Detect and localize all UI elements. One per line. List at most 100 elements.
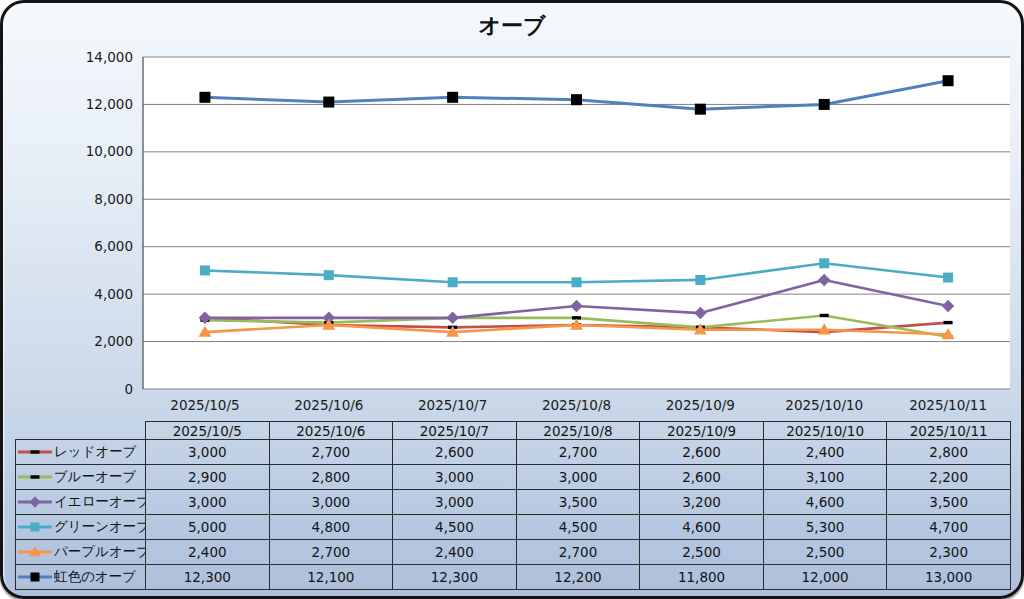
table-cell-value: 5,300 [763, 515, 887, 540]
series-label: パープルオーブ [54, 543, 146, 561]
table-cell-value: 4,500 [393, 515, 517, 540]
table-cell-value: 2,300 [887, 540, 1011, 565]
table-cell-value: 2,700 [269, 440, 393, 465]
series-label-cell: グリーンオーブ [16, 515, 146, 540]
table-cell-value: 3,000 [516, 465, 640, 490]
table-cell-value: 12,100 [269, 565, 393, 590]
table-cell-value: 3,000 [269, 490, 393, 515]
marker-square [323, 97, 334, 108]
marker-dash [31, 475, 40, 478]
table-cell-value: 3,500 [516, 490, 640, 515]
marker-square [943, 75, 954, 86]
table-cell-value: 2,400 [393, 540, 517, 565]
table-cell-value: 12,300 [146, 565, 270, 590]
table-header-date: 2025/10/8 [516, 422, 640, 440]
plot-background [143, 57, 1010, 389]
marker-square [819, 99, 830, 110]
table-cell-value: 3,200 [640, 490, 764, 515]
marker-dash [820, 314, 829, 317]
table-row: グリーンオーブ5,0004,8004,5004,5004,6005,3004,7… [16, 515, 1011, 540]
series-label: レッドオーブ [54, 443, 137, 461]
legend-key-icon [17, 445, 53, 459]
series-label: イエローオーブ [54, 493, 146, 511]
table-cell-value: 2,600 [393, 440, 517, 465]
table-cell-value: 3,100 [763, 465, 887, 490]
table-cell-value: 4,800 [269, 515, 393, 540]
table-header-date: 2025/10/6 [269, 422, 393, 440]
table-corner-blank [16, 422, 146, 440]
y-tick-label: 0 [33, 380, 133, 399]
table-cell-value: 12,000 [763, 565, 887, 590]
marker-square [324, 270, 334, 280]
marker-square [447, 92, 458, 103]
series-label: グリーンオーブ [54, 518, 146, 536]
marker-square [571, 94, 582, 105]
marker-square [943, 273, 953, 283]
table-header-date: 2025/10/7 [393, 422, 517, 440]
table-cell-value: 3,000 [146, 490, 270, 515]
x-tick-label: 2025/10/9 [638, 394, 762, 416]
legend-key-icon [17, 545, 53, 559]
table-row: 虹色のオーブ12,30012,10012,30012,20011,80012,0… [16, 565, 1011, 590]
x-tick-label: 2025/10/5 [143, 394, 267, 416]
series-label-cell: イエローオーブ [16, 490, 146, 515]
y-tick-label: 12,000 [33, 95, 133, 114]
legend-key-icon [17, 470, 53, 484]
marker-square [572, 277, 582, 287]
table-cell-value: 12,300 [393, 565, 517, 590]
x-tick-label: 2025/10/6 [267, 394, 391, 416]
series-label-cell: レッドオーブ [16, 440, 146, 465]
table-cell-value: 3,000 [146, 440, 270, 465]
table-cell-value: 2,500 [763, 540, 887, 565]
table-cell-value: 3,500 [887, 490, 1011, 515]
table-header-date: 2025/10/5 [146, 422, 270, 440]
table-cell-value: 2,200 [887, 465, 1011, 490]
table-cell-value: 3,000 [393, 465, 517, 490]
series-label: ブルーオーブ [54, 468, 136, 486]
table-cell-value: 2,900 [146, 465, 270, 490]
marker-square [695, 275, 705, 285]
table-cell-value: 4,600 [763, 490, 887, 515]
table-cell-value: 2,400 [763, 440, 887, 465]
table-cell-value: 2,800 [269, 465, 393, 490]
table-cell-value: 2,700 [269, 540, 393, 565]
x-tick-label: 2025/10/8 [515, 394, 639, 416]
x-tick-label: 2025/10/11 [886, 394, 1010, 416]
table-cell-value: 12,200 [516, 565, 640, 590]
marker-square [819, 258, 829, 268]
data-table: 2025/10/52025/10/62025/10/72025/10/82025… [15, 421, 1011, 590]
series-label: 虹色のオーブ [54, 568, 136, 586]
table-header-row: 2025/10/52025/10/62025/10/72025/10/82025… [16, 422, 1011, 440]
table-header-date: 2025/10/11 [887, 422, 1011, 440]
marker-diamond [29, 496, 40, 507]
table-cell-value: 4,600 [640, 515, 764, 540]
marker-dash [31, 450, 40, 453]
legend-key-icon [17, 570, 53, 584]
table-row: ブルーオーブ2,9002,8003,0003,0002,6003,1002,20… [16, 465, 1011, 490]
series-label-cell: ブルーオーブ [16, 465, 146, 490]
y-tick-label: 4,000 [33, 285, 133, 304]
marker-square [31, 523, 40, 532]
marker-square [199, 92, 210, 103]
series-label-cell: 虹色のオーブ [16, 565, 146, 590]
legend-key-icon [17, 520, 53, 534]
y-tick-label: 6,000 [33, 237, 133, 256]
table-header-date: 2025/10/10 [763, 422, 887, 440]
table-header-date: 2025/10/9 [640, 422, 764, 440]
chart-frame: オーブ 02,0004,0006,0008,00010,00012,00014,… [0, 0, 1024, 599]
table-cell-value: 2,700 [516, 440, 640, 465]
marker-square [695, 104, 706, 115]
x-tick-label: 2025/10/10 [762, 394, 886, 416]
y-tick-label: 10,000 [33, 142, 133, 161]
table-row: パープルオーブ2,4002,7002,4002,7002,5002,5002,3… [16, 540, 1011, 565]
table-cell-value: 2,400 [146, 540, 270, 565]
table-cell-value: 2,800 [887, 440, 1011, 465]
x-tick-label: 2025/10/7 [391, 394, 515, 416]
y-tick-label: 2,000 [33, 332, 133, 351]
table-cell-value: 2,700 [516, 540, 640, 565]
table-row: イエローオーブ3,0003,0003,0003,5003,2004,6003,5… [16, 490, 1011, 515]
marker-square [200, 265, 210, 275]
table-cell-value: 11,800 [640, 565, 764, 590]
table-row: レッドオーブ3,0002,7002,6002,7002,6002,4002,80… [16, 440, 1011, 465]
table-cell-value: 2,500 [640, 540, 764, 565]
